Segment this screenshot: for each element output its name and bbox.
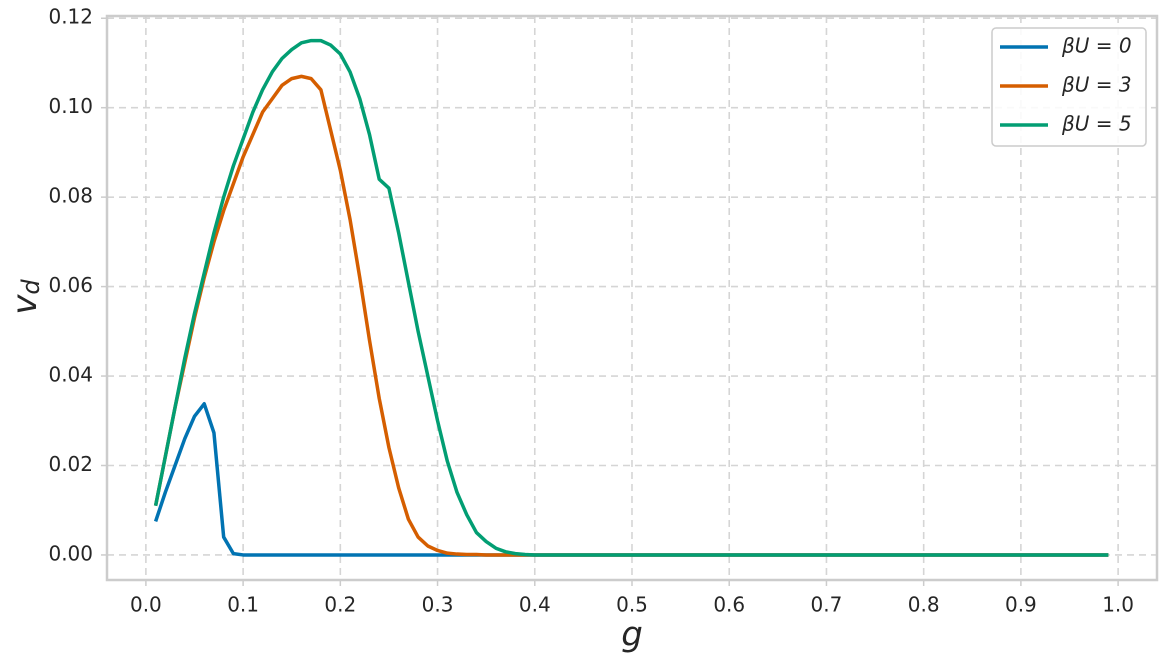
x-tick-label: 0.3 [422, 593, 454, 617]
x-tick-label: 0.0 [130, 593, 162, 617]
x-tick-label: 0.8 [908, 593, 940, 617]
legend-box [991, 27, 1147, 147]
y-tick-label: 0.08 [48, 184, 93, 208]
y-tick-label: 0.06 [48, 273, 93, 297]
x-tick-label: 0.6 [713, 593, 745, 617]
legend-label: βU = 5 [1061, 112, 1132, 136]
legend-label: βU = 3 [1061, 73, 1132, 97]
y-tick-label: 0.00 [48, 541, 93, 565]
plot-frame [105, 14, 1159, 582]
x-axis-label: g [621, 615, 643, 655]
line-series [153, 38, 1109, 557]
x-tick-label: 0.7 [811, 593, 843, 617]
legend-label: βU = 0 [1061, 34, 1132, 58]
x-tick-label: 0.1 [227, 593, 259, 617]
x-tick-label: 0.2 [324, 593, 356, 617]
y-tick-label: 0.04 [48, 363, 93, 387]
y-tick-label: 0.10 [48, 94, 93, 118]
x-tick-label: 0.4 [519, 593, 551, 617]
y-axis-label: vd [5, 279, 46, 315]
x-tick-label: 1.0 [1102, 593, 1134, 617]
x-tick-label: 0.9 [1005, 593, 1037, 617]
y-tick-label: 0.02 [48, 452, 93, 476]
x-tick-label: 0.5 [616, 593, 648, 617]
y-tick-label: 0.12 [48, 5, 93, 29]
